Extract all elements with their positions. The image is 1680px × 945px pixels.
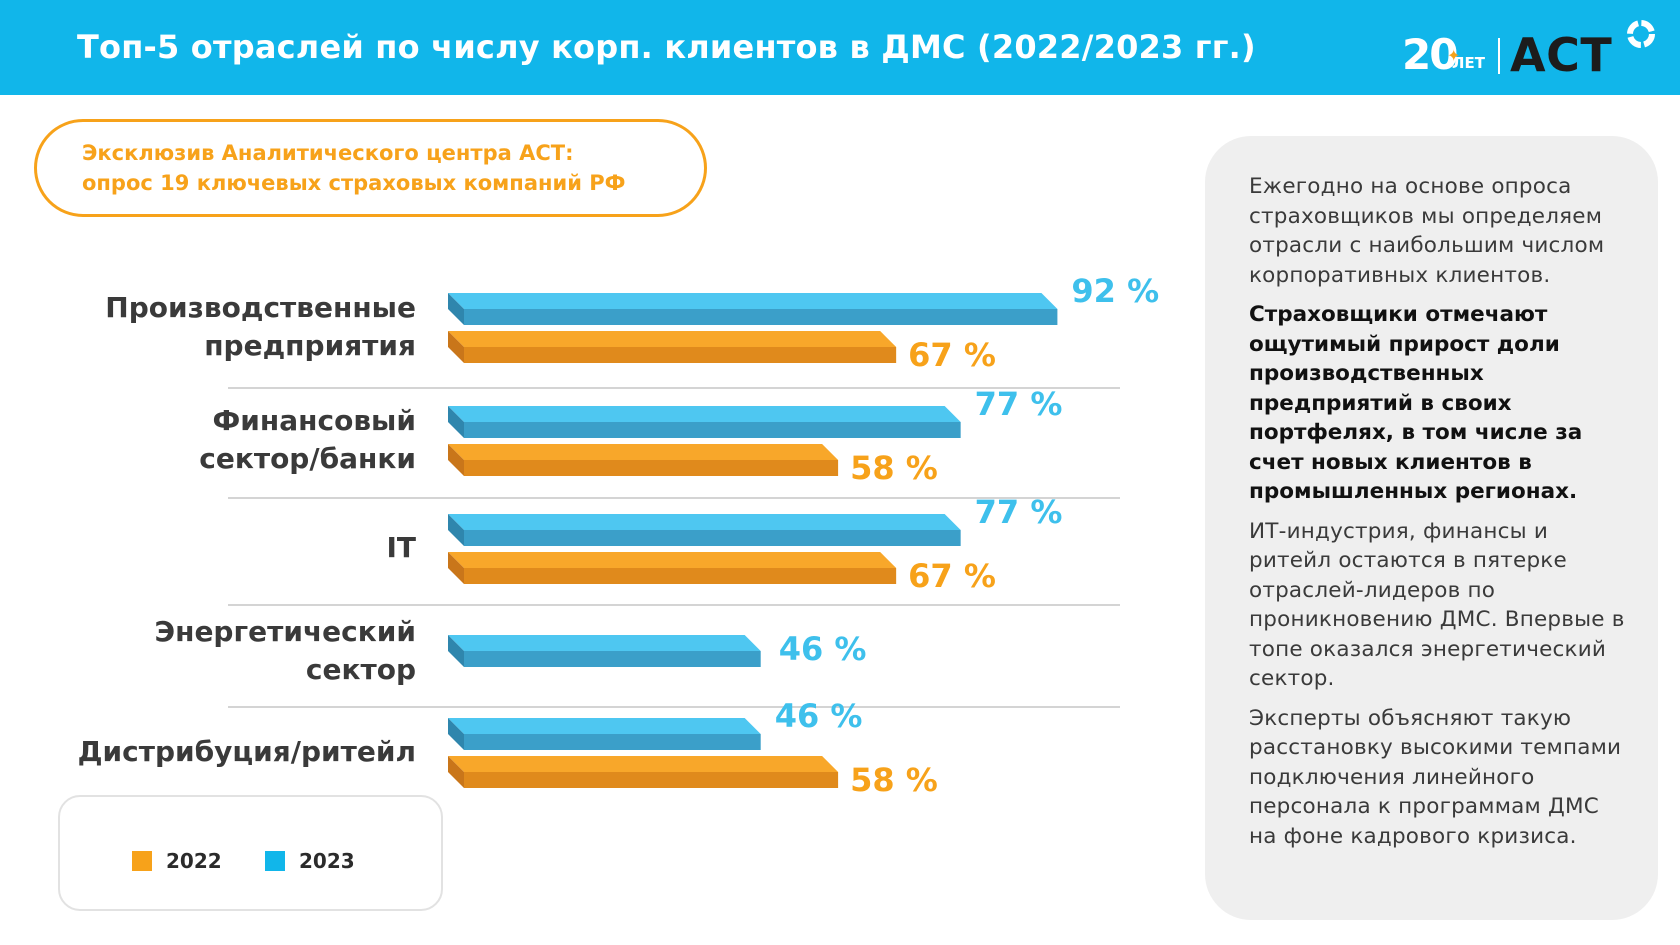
bar-side-2023-1: [448, 406, 464, 438]
category-label-1: Финансовый сектор/банки: [0, 402, 416, 478]
value-label-2023-1: 77 %: [974, 385, 1063, 423]
value-label-2022-2: 67 %: [908, 557, 996, 595]
company-logo: 20 ✦ ЛЕТ АСТ: [1398, 18, 1660, 82]
value-label-2022-4: 58 %: [850, 761, 938, 799]
bar-side-2023-2: [448, 514, 464, 546]
bar-front-2022-0: [464, 347, 897, 363]
value-label-2023-2: 77 %: [974, 493, 1063, 531]
side-paragraph-3: ИТ-индустрия, финансы и ритейл остаются …: [1249, 518, 1625, 692]
bar-side-2022-2: [448, 552, 464, 584]
header-bar: Топ-5 отраслей по числу корп. клиентов в…: [0, 0, 1680, 95]
page-title: Топ-5 отраслей по числу корп. клиентов в…: [77, 28, 1256, 66]
bar-front-2023-4: [464, 734, 761, 750]
bar-side-2023-0: [448, 293, 464, 325]
logo-ring-icon: [1627, 20, 1655, 48]
value-label-2023-4: 46 %: [774, 697, 863, 735]
bar-top-2022-0: [448, 331, 897, 347]
category-label-line: Энергетический: [154, 615, 416, 648]
chart-canvas: [228, 293, 1120, 788]
logo-star-icon: ✦: [1447, 46, 1461, 65]
bar-chart: Производственные предприятия 92 % 67 % Финан…: [0, 270, 1200, 810]
logo-divider: [1498, 38, 1500, 74]
side-paragraph-4: Эксперты объясняют такую расстановку выс…: [1249, 705, 1622, 849]
bar-2022-4: [448, 756, 839, 788]
bar-side-2023-3: [448, 635, 464, 667]
bar-front-2022-4: [464, 772, 839, 788]
bar-front-2023-2: [464, 530, 961, 546]
exclusive-callout: Эксклюзив Аналитического центра АСТ: опр…: [34, 119, 707, 217]
legend-swatch-2022: [132, 851, 152, 871]
bar-top-2022-4: [448, 756, 839, 772]
bar-front-2023-1: [464, 422, 961, 438]
legend-label-2023: 2023: [299, 849, 355, 873]
bar-2023-4: [448, 718, 761, 750]
bar-side-2022-4: [448, 756, 464, 788]
bar-top-2023-2: [448, 514, 961, 530]
bar-top-2023-3: [448, 635, 761, 651]
bar-front-2023-0: [464, 309, 1058, 325]
value-label-2022-1: 58 %: [850, 449, 938, 487]
bar-2023-2: [448, 514, 961, 546]
bar-2022-0: [448, 331, 897, 363]
category-label-line: Производственные: [105, 291, 416, 324]
category-label-line: предприятия: [204, 329, 416, 362]
category-label-0: Производственные предприятия: [0, 289, 416, 365]
side-paragraph-2: Страховщики отмечают ощутимый прирост до…: [1249, 302, 1583, 504]
category-label-line: Дистрибуция/ритейл: [77, 735, 416, 768]
bar-top-2022-1: [448, 444, 839, 460]
category-label-4: Дистрибуция/ритейл: [0, 733, 416, 771]
legend-swatch-2023: [265, 851, 285, 871]
value-label-2023-0: 92 %: [1071, 272, 1160, 310]
side-panel: Ежегодно на основе опроса страховщиков м…: [1205, 136, 1658, 920]
bar-top-2022-2: [448, 552, 897, 568]
logo-years-number: 20: [1402, 30, 1458, 79]
logo-brand: АСТ: [1510, 28, 1613, 82]
bar-2023-0: [448, 293, 1058, 325]
bar-top-2023-0: [448, 293, 1058, 309]
bar-top-2023-1: [448, 406, 961, 422]
side-paragraph-1: Ежегодно на основе опроса страховщиков м…: [1249, 174, 1605, 288]
bar-front-2022-2: [464, 568, 897, 584]
bar-side-2022-0: [448, 331, 464, 363]
category-label-line: Финансовый: [212, 404, 416, 437]
category-label-line: IT: [386, 531, 416, 564]
chart-legend: 2022 2023: [58, 795, 443, 911]
bar-top-2023-4: [448, 718, 761, 734]
bar-2023-1: [448, 406, 961, 438]
category-label-line: сектор/банки: [199, 442, 416, 475]
legend-label-2022: 2022: [166, 849, 222, 873]
bar-2022-2: [448, 552, 897, 584]
bar-side-2023-4: [448, 718, 464, 750]
category-label-2: IT: [0, 529, 416, 567]
legend-item-2022: 2022: [132, 849, 222, 873]
value-label-2023-3: 46 %: [778, 630, 867, 668]
value-label-2022-0: 67 %: [908, 336, 996, 374]
bar-front-2023-3: [464, 651, 761, 667]
bar-front-2022-1: [464, 460, 839, 476]
bar-2022-1: [448, 444, 839, 476]
bar-side-2022-1: [448, 444, 464, 476]
logo-years-word: ЛЕТ: [1452, 54, 1485, 72]
category-label-3: Энергетический сектор: [0, 613, 416, 689]
legend-item-2023: 2023: [265, 849, 355, 873]
exclusive-line-1: Эксклюзив Аналитического центра АСТ:: [82, 141, 574, 165]
category-label-line: сектор: [305, 653, 416, 686]
exclusive-line-2: опрос 19 ключевых страховых компаний РФ: [82, 171, 626, 195]
bar-2023-3: [448, 635, 761, 667]
